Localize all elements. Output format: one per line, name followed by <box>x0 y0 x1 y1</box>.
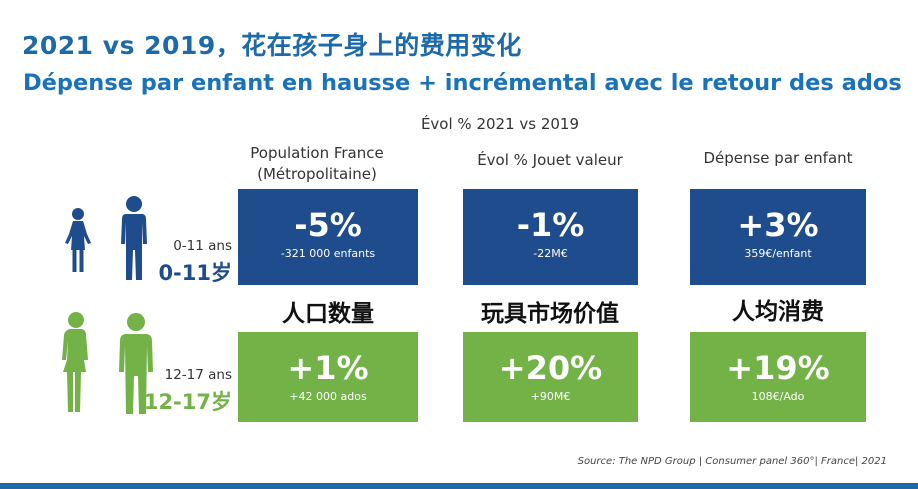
page-title-cn: 2021 vs 2019，花在孩子身上的费用变化 <box>22 31 522 60</box>
column-head-jouet: Évol % Jouet valeur <box>462 150 638 171</box>
tile-population-0-11: -5% -321 000 enfants <box>238 189 418 285</box>
tile-detail: +42 000 ados <box>289 390 367 403</box>
column-head-line1: Population France <box>250 144 384 162</box>
cn-label-jouet: 玩具市场价值 <box>481 301 619 327</box>
tile-population-12-17: +1% +42 000 ados <box>238 332 418 422</box>
tile-percent: +20% <box>498 349 603 387</box>
evol-header: Évol % 2021 vs 2019 <box>420 115 580 133</box>
girl-silhouette-icon <box>65 208 91 272</box>
age-label-cn: 12-17岁 <box>143 390 232 414</box>
cn-label-depense: 人均消费 <box>732 299 824 325</box>
tile-percent: +1% <box>287 349 369 387</box>
age-label-fr: 12-17 ans <box>164 367 232 383</box>
column-head-depense: Dépense par enfant <box>690 148 866 169</box>
teen-girl-silhouette-icon <box>62 312 88 412</box>
cn-label-population: 人口数量 <box>282 301 374 327</box>
tile-percent: +19% <box>726 349 830 387</box>
tile-depense-0-11: +3% 359€/enfant <box>690 189 866 285</box>
teen-boy-silhouette-icon <box>119 313 153 414</box>
teens-silhouettes <box>62 312 153 414</box>
age-label-cn: 0-11岁 <box>158 261 232 285</box>
source-note: Source: The NPD Group | Consumer panel 3… <box>577 456 887 467</box>
column-head-line1: Évol % Jouet valeur <box>477 151 623 169</box>
tile-percent: -1% <box>516 206 585 244</box>
column-head-population: Population France (Métropolitaine) <box>238 143 396 185</box>
kids-silhouettes <box>65 196 147 280</box>
age-label-fr: 0-11 ans <box>173 238 232 254</box>
column-head-line2: (Métropolitaine) <box>257 165 377 183</box>
tile-jouet-0-11: -1% -22M€ <box>463 189 638 285</box>
boy-silhouette-icon <box>121 196 147 280</box>
page-subtitle-fr: Dépense par enfant en hausse + incrément… <box>23 70 902 96</box>
tile-detail: +90M€ <box>530 390 571 403</box>
tile-detail: -22M€ <box>533 247 568 260</box>
tile-depense-12-17: +19% 108€/Ado <box>690 332 866 422</box>
tile-detail: 108€/Ado <box>751 390 805 403</box>
tile-detail: 359€/enfant <box>744 247 812 260</box>
tile-percent: +3% <box>737 206 819 244</box>
tile-detail: -321 000 enfants <box>280 247 376 260</box>
tile-jouet-12-17: +20% +90M€ <box>463 332 638 422</box>
bottom-accent-bar <box>0 483 918 489</box>
column-head-line1: Dépense par enfant <box>703 149 853 167</box>
tile-percent: -5% <box>294 206 362 244</box>
